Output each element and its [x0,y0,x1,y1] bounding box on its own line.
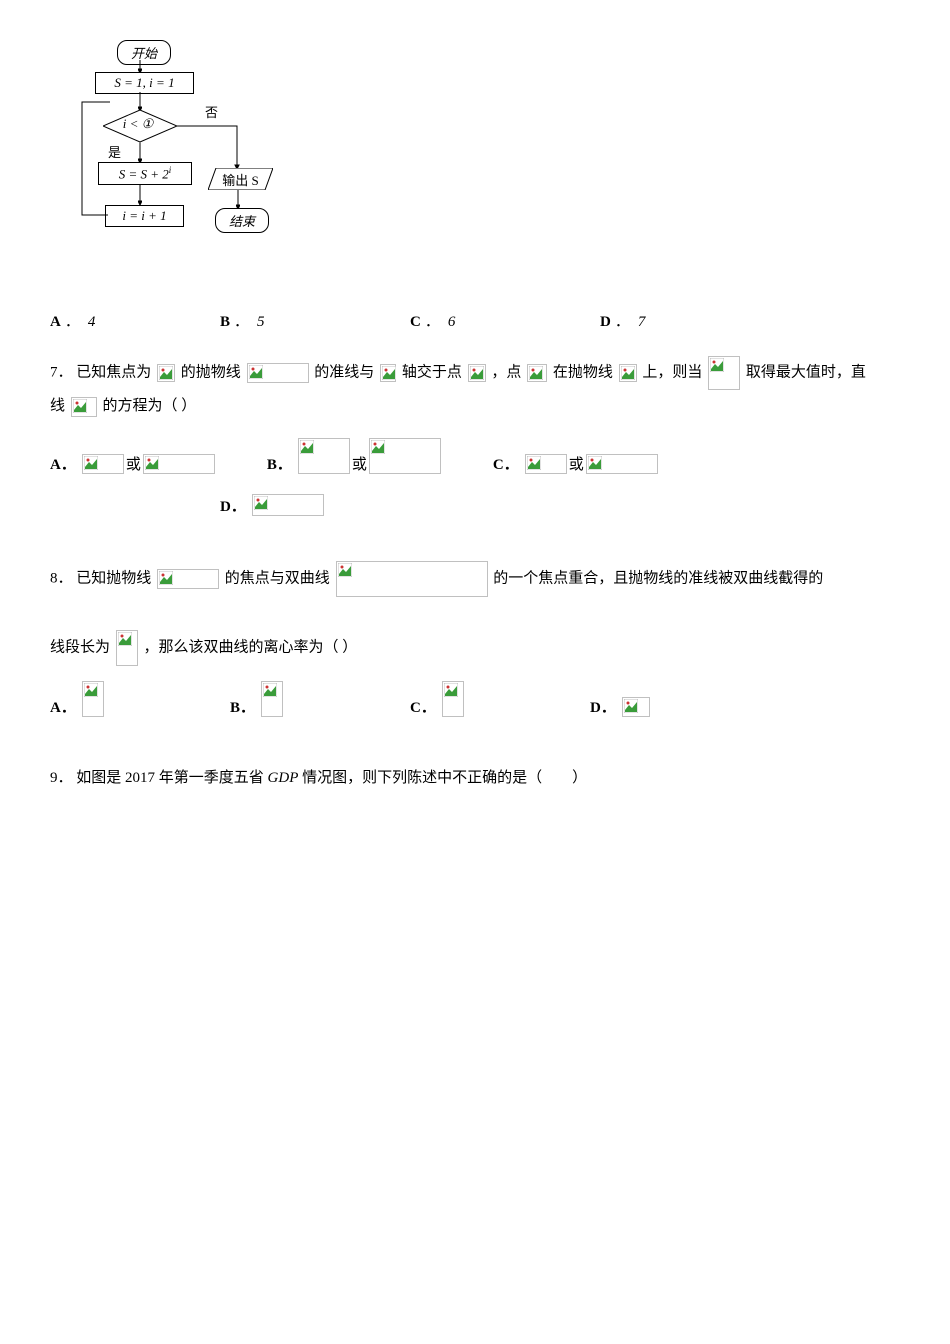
question-9: 9． 如图是 2017 年第一季度五省 GDP 情况图，则下列陈述中不正确的是（… [50,762,900,795]
option-b: B． 或 [267,438,443,474]
broken-image-icon [708,356,740,390]
flow-output: 输出 S [208,168,273,190]
loop-arrow [80,100,110,230]
arrow [236,190,240,210]
q-text: ，点 [491,364,521,380]
option-c: C． 6 [410,310,570,331]
option-d: D． [220,494,326,516]
option-c: C． 或 [493,453,660,474]
no-arrow [177,124,247,172]
option-c: C． [410,681,540,717]
opt-letter: C． [410,696,436,717]
flow-increment: i = i + 1 [105,205,184,227]
q8-options: A． B． C． D． [50,681,900,737]
broken-image-icon [82,681,104,717]
broken-image-icon [252,494,324,516]
opt-text: 或 [126,453,141,474]
arrow [138,184,142,206]
broken-image-icon [622,697,650,717]
q-num: 8． [50,570,73,586]
opt-letter: A． [50,696,76,717]
broken-image-icon [369,438,441,474]
q-text: 线段长为 [50,639,110,655]
option-b: B． [230,681,360,717]
broken-image-icon [525,454,567,474]
flow-init: S = 1, i = 1 [95,72,194,94]
q-text: 如图是 2017 年第一季度五省 [76,770,267,786]
output-label: 输出 S [222,173,258,188]
q-text: 取得最大值时，直 [746,364,866,380]
option-d: D． 7 [600,310,645,331]
opt-letter: D． [220,495,246,516]
opt-letter: C． [493,453,519,474]
q-text: 已知焦点为 [76,364,151,380]
flow-condition: i < ① [103,110,173,140]
broken-image-icon [442,681,464,717]
q-text: 的焦点与双曲线 [225,570,330,586]
q-text: 的抛物线 [181,364,241,380]
q-text: 在抛物线 [553,364,613,380]
opt-letter: B [220,314,230,331]
q-text: 的准线与 [314,364,374,380]
question-8: 8． 已知抛物线 的焦点与双曲线 的一个焦点重合，且抛物线的准线被双曲线截得的 … [50,561,900,666]
opt-letter: C [410,314,421,331]
broken-image-icon [116,630,138,666]
q-text: ，那么该双曲线的离心率为（ ） [144,639,358,655]
opt-letter: B． [230,696,255,717]
flow-end: 结束 [215,208,269,233]
option-b: B． 5 [220,310,380,331]
q6-options: A． 4 B． 5 C． 6 D． 7 [50,310,900,331]
broken-image-icon [157,569,219,589]
option-a: A． 或 [50,453,217,474]
broken-image-icon [71,397,97,417]
opt-value: 6 [448,314,456,331]
option-a: A． [50,681,180,717]
opt-value: 4 [88,314,96,331]
broken-image-icon [247,363,309,383]
q-text: 已知抛物线 [76,570,151,586]
q7-options: A． 或 B． 或 C． 或 D． [50,438,900,536]
update-sup: i [169,165,172,175]
opt-letter: B． [267,453,292,474]
broken-image-icon [380,364,396,382]
option-d: D． [590,696,652,717]
broken-image-icon [143,454,215,474]
opt-value: 5 [257,314,265,331]
q-text: 的一个焦点重合，且抛物线的准线被双曲线截得的 [493,570,823,586]
question-7: 7． 已知焦点为 的抛物线 的准线与 轴交于点 ，点 在抛物线 上，则当 取得最… [50,356,900,423]
q-num: 9． [50,770,73,786]
no-label: 否 [205,102,218,121]
broken-image-icon [527,364,547,382]
q-text: 情况图，则下列陈述中不正确的是（ ） [298,770,587,786]
broken-image-icon [261,681,283,717]
cond-label: i < ① [103,116,173,132]
arrow [138,92,142,112]
update-text: S = S + 2 [119,166,169,181]
opt-letter: D [600,314,611,331]
arrow [138,142,142,164]
broken-image-icon [619,364,637,382]
opt-text: 或 [352,453,367,474]
flowchart: 开始 S = 1, i = 1 i < ① 是 否 S = S + 2i i =… [50,40,280,290]
q-text: 轴交于点 [402,364,462,380]
opt-letter: A． [50,453,76,474]
option-a: A． 4 [50,310,190,331]
q-text: 上，则当 [642,364,702,380]
q-text: 的方程为（ ） [103,398,197,414]
q-num: 7． [50,364,73,380]
opt-text: 或 [569,453,584,474]
opt-letter: A [50,314,61,331]
gdp-label: GDP [268,770,299,786]
broken-image-icon [298,438,350,474]
broken-image-icon [586,454,658,474]
broken-image-icon [82,454,124,474]
q-text: 线 [50,398,65,414]
flow-start: 开始 [117,40,171,65]
broken-image-icon [336,561,488,597]
broken-image-icon [468,364,486,382]
broken-image-icon [157,364,175,382]
opt-letter: D． [590,696,616,717]
opt-value: 7 [638,314,646,331]
